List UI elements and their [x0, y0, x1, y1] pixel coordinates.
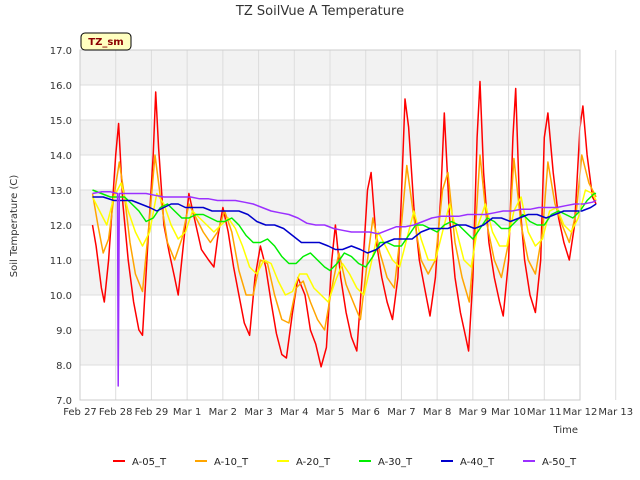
x-tick-label: Mar 3 — [244, 407, 272, 418]
series-line-a-30-t — [92, 189, 597, 272]
x-tick-label: Feb 28 — [99, 407, 133, 418]
x-tick-label: Mar 6 — [352, 407, 380, 418]
x-tick-label: Mar 7 — [387, 407, 415, 418]
x-tick-label: Mar 8 — [423, 407, 451, 418]
plot-frame — [79, 49, 581, 401]
series-line-a-50-t — [92, 191, 597, 387]
x-tick-label: Mar 1 — [173, 407, 201, 418]
series-line-a-20-t — [91, 182, 597, 303]
x-tick-label: Mar 10 — [491, 407, 526, 418]
site-tag-label: TZ_sm — [88, 37, 123, 48]
y-tick-label: 17.0 — [50, 46, 72, 57]
x-tick-label: Mar 5 — [316, 407, 344, 418]
legend-label: A-30_T — [378, 457, 413, 468]
y-tick-label: 13.0 — [50, 186, 72, 197]
site-tag: TZ_sm — [80, 32, 132, 51]
legend-label: A-40_T — [460, 457, 495, 468]
y-tick-labels: 7.0 8.0 9.0 10.0 11.0 12.0 13.0 14.0 15.0 16.0 17.… — [50, 46, 72, 407]
y-tick-label: 7.0 — [56, 396, 72, 407]
y-tick-label: 11.0 — [50, 256, 72, 267]
legend-label: A-05_T — [132, 457, 167, 468]
legend-label: A-10_T — [214, 457, 249, 468]
x-tick-label: Feb 27 — [63, 407, 97, 418]
y-tick-label: 15.0 — [50, 116, 72, 127]
site-tag-box — [80, 32, 132, 51]
legend-label: A-50_T — [542, 457, 577, 468]
x-tick-label: Mar 13 — [598, 407, 633, 418]
y-tick-label: 8.0 — [56, 361, 72, 372]
y-tick-label: 10.0 — [50, 291, 72, 302]
x-tick-label: Mar 2 — [209, 407, 237, 418]
x-tick-labels: Feb 27 Feb 28 Feb 29 Mar 1 Mar 2 Mar 3 Mar 4 Ma… — [63, 407, 633, 418]
y-tick-label: 12.0 — [50, 221, 72, 232]
legend: A-05_T A-10_T A-20_T A-30_T A-40_T A-50_T — [113, 457, 577, 468]
x-tick-label: Mar 4 — [280, 407, 308, 418]
x-tick-label: Mar 12 — [563, 407, 598, 418]
series-line-a-10-t — [91, 154, 597, 331]
x-tick-label: Feb 29 — [135, 407, 169, 418]
plot-series — [91, 80, 597, 387]
chart-title: TZ SoilVue A Temperature — [235, 4, 404, 19]
x-tick-label: Mar 9 — [459, 407, 487, 418]
y-tick-label: 9.0 — [56, 326, 72, 337]
x-tick-label: Mar 11 — [527, 407, 562, 418]
series-line-a-40-t — [92, 196, 597, 254]
y-tick-label: 16.0 — [50, 81, 72, 92]
x-axis-title: Time — [553, 425, 578, 436]
y-tick-label: 14.0 — [50, 151, 72, 162]
y-axis-title: Soil Temperature (C) — [9, 175, 20, 278]
legend-label: A-20_T — [296, 457, 331, 468]
